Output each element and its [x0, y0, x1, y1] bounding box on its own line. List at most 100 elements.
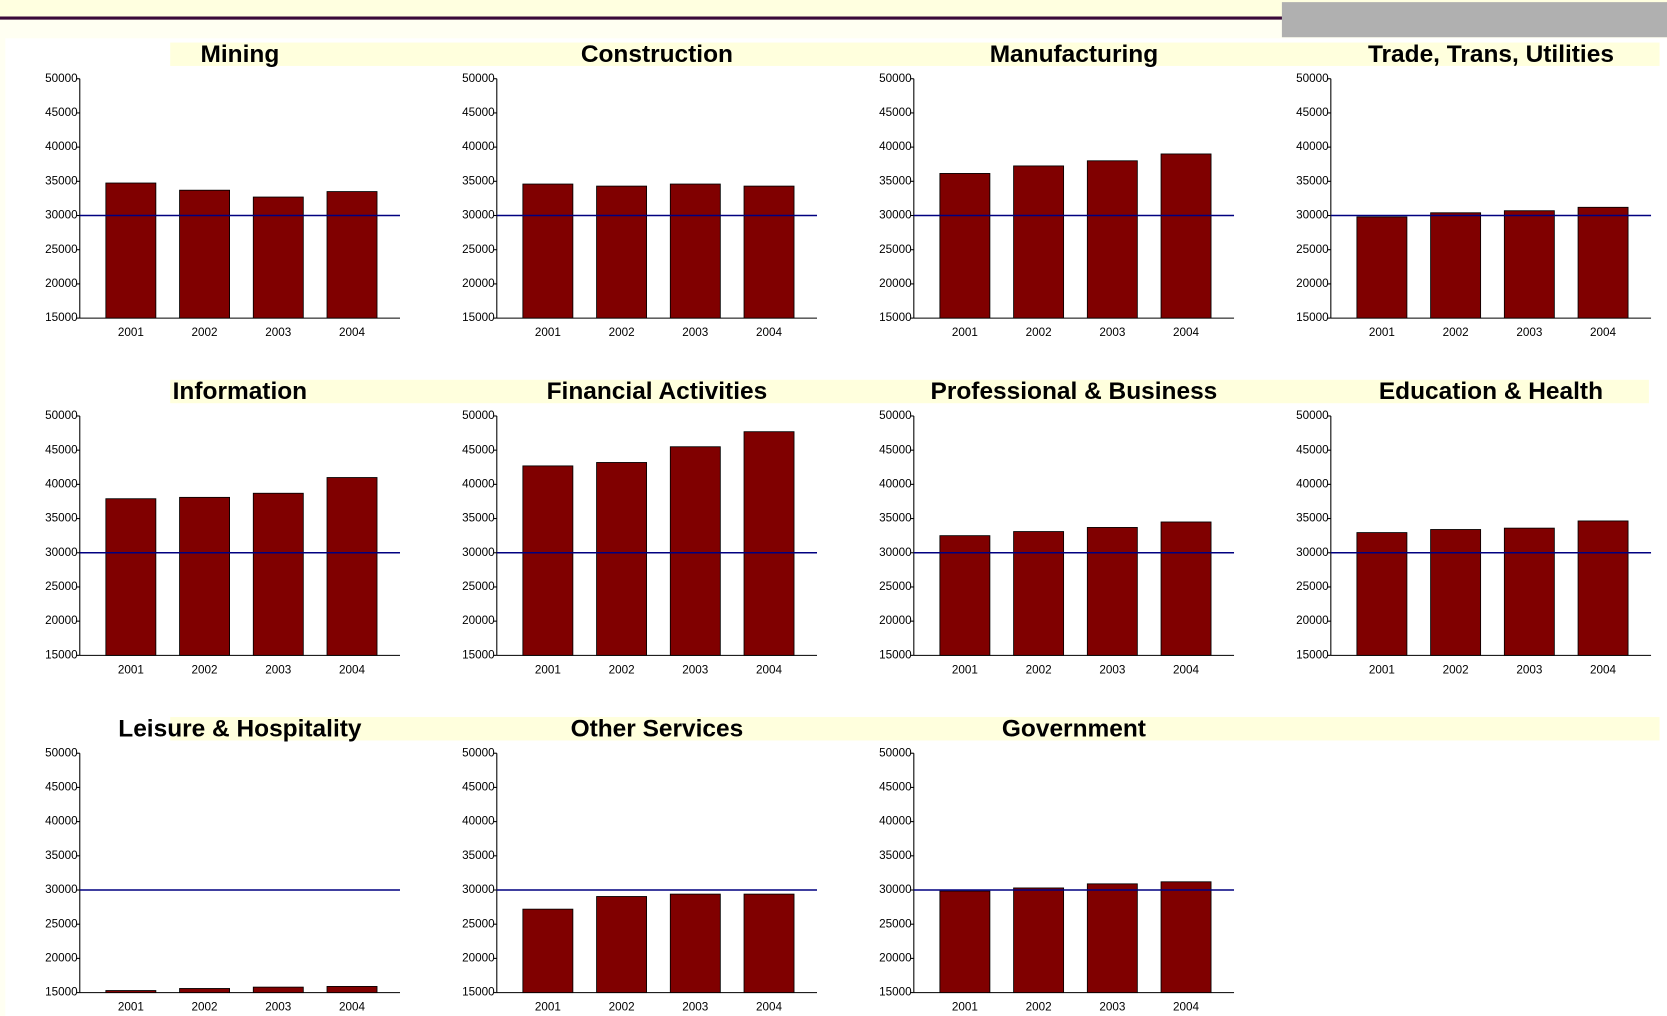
y-tick-label: 30000 [1296, 209, 1329, 222]
bar [326, 191, 378, 319]
y-tick-label: 15000 [45, 648, 78, 661]
bar [1013, 165, 1065, 319]
bar [326, 986, 378, 994]
title-band [170, 717, 1660, 741]
bar [1160, 153, 1212, 319]
y-tick-label: 45000 [462, 443, 495, 456]
bar [596, 185, 648, 319]
chart-title: Other Services [571, 715, 744, 742]
y-tick-label: 20000 [45, 277, 78, 290]
y-tick-label: 25000 [45, 580, 78, 593]
chart-title: Manufacturing [990, 41, 1158, 68]
y-tick-label: 20000 [1296, 614, 1329, 627]
bar [743, 431, 795, 656]
y-tick-label: 35000 [1296, 174, 1329, 187]
y-tick-label: 30000 [879, 883, 912, 896]
y-tick-label: 20000 [45, 951, 78, 964]
chart-title: Mining [201, 41, 280, 68]
y-tick-label: 35000 [879, 512, 912, 525]
x-tick-label: 2004 [339, 326, 365, 339]
bar [939, 535, 991, 656]
y-tick-label: 45000 [879, 106, 912, 119]
bar [326, 477, 378, 656]
y-tick-label: 45000 [1296, 106, 1329, 119]
x-tick-label: 2002 [1026, 663, 1052, 676]
x-tick-label: 2003 [265, 1001, 291, 1014]
y-tick-label: 30000 [1296, 546, 1329, 559]
x-tick-label: 2002 [192, 663, 218, 676]
y-tick-label: 50000 [45, 72, 78, 85]
y-tick-label: 30000 [462, 546, 495, 559]
x-tick-label: 2002 [1026, 326, 1052, 339]
x-tick-label: 2001 [1369, 663, 1395, 676]
bar [1577, 520, 1629, 656]
y-tick-label: 30000 [45, 209, 78, 222]
y-tick-label: 45000 [45, 106, 78, 119]
y-tick-label: 15000 [462, 648, 495, 661]
bar [596, 462, 648, 656]
top-band [0, 0, 1667, 18]
y-tick-label: 15000 [462, 311, 495, 324]
y-tick-label: 45000 [45, 443, 78, 456]
corner-block [1281, 2, 1667, 38]
bar [1160, 881, 1212, 994]
y-tick-label: 20000 [879, 951, 912, 964]
y-tick-label: 40000 [462, 140, 495, 153]
bar [252, 196, 304, 319]
y-tick-label: 20000 [45, 614, 78, 627]
x-tick-label: 2003 [265, 326, 291, 339]
y-tick-label: 40000 [462, 815, 495, 828]
y-tick-label: 15000 [45, 986, 78, 999]
bar [522, 908, 574, 994]
x-tick-label: 2004 [339, 663, 365, 676]
y-tick-label: 25000 [879, 917, 912, 930]
bar [1013, 531, 1065, 656]
y-tick-label: 20000 [462, 614, 495, 627]
y-tick-label: 50000 [1296, 409, 1329, 422]
bar [1086, 883, 1138, 994]
bar [252, 986, 304, 994]
y-tick-label: 30000 [879, 209, 912, 222]
x-tick-label: 2001 [118, 326, 144, 339]
y-tick-label: 40000 [45, 140, 78, 153]
x-tick-label: 2002 [609, 663, 635, 676]
bar [669, 893, 721, 994]
bar [1430, 212, 1482, 319]
y-tick-label: 20000 [462, 277, 495, 290]
y-tick-label: 45000 [879, 781, 912, 794]
y-tick-label: 50000 [462, 72, 495, 85]
chart-title: Trade, Trans, Utilities [1368, 41, 1614, 68]
bar [522, 183, 574, 319]
x-tick-label: 2004 [1590, 326, 1616, 339]
y-tick-label: 45000 [45, 781, 78, 794]
y-tick-label: 35000 [462, 512, 495, 525]
y-tick-label: 50000 [879, 409, 912, 422]
bar [743, 893, 795, 994]
y-tick-label: 35000 [45, 512, 78, 525]
y-tick-label: 50000 [879, 746, 912, 759]
x-tick-label: 2003 [1099, 663, 1125, 676]
y-tick-label: 50000 [1296, 72, 1329, 85]
y-tick-label: 50000 [462, 409, 495, 422]
bar [1503, 527, 1555, 656]
y-tick-label: 15000 [462, 986, 495, 999]
y-tick-label: 15000 [879, 311, 912, 324]
y-tick-label: 35000 [879, 849, 912, 862]
x-tick-label: 2004 [756, 663, 782, 676]
bar [179, 189, 230, 319]
bar [252, 492, 304, 656]
y-tick-label: 20000 [1296, 277, 1329, 290]
chart-title: Government [1002, 715, 1146, 742]
bar [669, 446, 721, 656]
x-tick-label: 2002 [192, 326, 218, 339]
y-tick-label: 40000 [879, 140, 912, 153]
x-tick-label: 2003 [682, 663, 708, 676]
x-tick-label: 2004 [1173, 1001, 1199, 1014]
x-tick-label: 2003 [1516, 326, 1542, 339]
y-tick-label: 25000 [1296, 243, 1329, 256]
y-tick-label: 35000 [1296, 512, 1329, 525]
y-tick-label: 50000 [462, 746, 495, 759]
x-tick-label: 2003 [682, 326, 708, 339]
